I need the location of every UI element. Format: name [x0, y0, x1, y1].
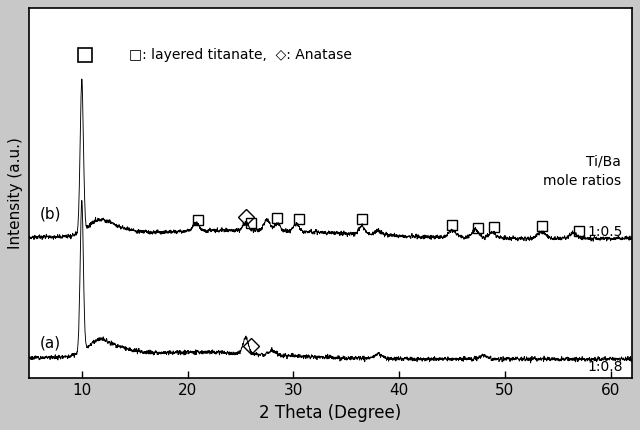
Text: 1:0.5: 1:0.5: [588, 224, 623, 239]
Text: 1:0.8: 1:0.8: [588, 360, 623, 374]
Text: (a): (a): [40, 335, 61, 350]
Text: Ti/Ba: Ti/Ba: [586, 155, 621, 169]
X-axis label: 2 Theta (Degree): 2 Theta (Degree): [259, 404, 401, 422]
Text: (b): (b): [40, 206, 61, 221]
Text: mole ratios: mole ratios: [543, 174, 621, 188]
Y-axis label: Intensity (a.u.): Intensity (a.u.): [8, 137, 23, 249]
Text: □: layered titanate,  ◇: Anatase: □: layered titanate, ◇: Anatase: [129, 48, 352, 62]
